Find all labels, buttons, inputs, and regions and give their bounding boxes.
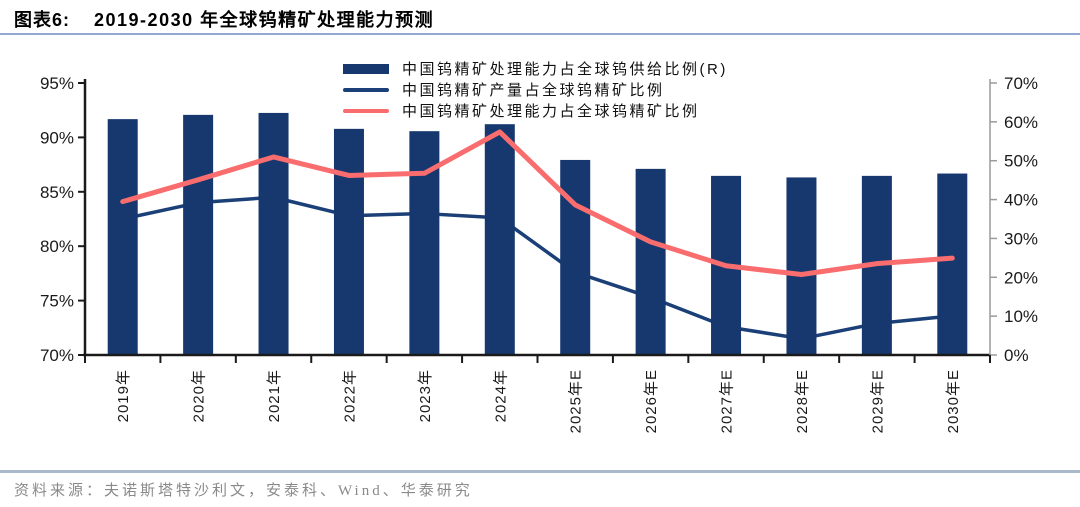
right-axis-tick-label: 40% <box>1004 191 1038 210</box>
right-axis-tick-label: 30% <box>1004 229 1038 248</box>
title-underline <box>0 33 1080 35</box>
bar <box>484 124 515 355</box>
right-axis-tick-label: 60% <box>1004 113 1038 132</box>
legend-item-bar: 中国钨精矿处理能力占全球钨供给比例(R) <box>343 58 728 79</box>
right-axis-tick-label: 20% <box>1004 268 1038 287</box>
right-axis-tick-label: 70% <box>1004 74 1038 93</box>
figure-header: 图表6: 2019-2030 年全球钨精矿处理能力预测 <box>14 6 434 32</box>
bar <box>635 168 666 355</box>
chart-canvas: 70% 75% 80% 85% 90% 95% 0% 10% 20% 30% 40% 50% 60% 70… <box>40 74 1038 433</box>
legend-navy-line-swatch <box>343 87 389 92</box>
right-axis-tick-label: 10% <box>1004 307 1038 326</box>
legend-bar-swatch <box>343 63 389 74</box>
legend-item-label: 中国钨精矿处理能力占全球钨供给比例(R) <box>402 61 728 78</box>
legend-pink-line-swatch <box>343 108 389 113</box>
bar <box>786 177 817 355</box>
x-axis-category-label: 2021年 <box>266 369 283 422</box>
x-axis-category-label: 2025年E <box>568 369 585 433</box>
legend-item-navy-line: 中国钨精矿产量占全球钨精矿比例 <box>343 79 728 100</box>
x-axis-category-label: 2028年E <box>794 369 811 433</box>
left-axis-tick-label: 70% <box>40 346 74 365</box>
right-axis-tick-label: 50% <box>1004 152 1038 171</box>
legend-item-pink-line: 中国钨精矿处理能力占全球钨精矿比例 <box>343 100 728 121</box>
bar <box>333 128 364 355</box>
x-axis-category-label: 2026年E <box>643 369 660 433</box>
bar <box>937 173 968 355</box>
legend-item-label: 中国钨精矿处理能力占全球钨精矿比例 <box>402 103 700 120</box>
bar <box>560 159 591 355</box>
x-axis-category-label: 2024年 <box>492 369 509 422</box>
series-line-pink <box>120 129 955 277</box>
left-axis-tick-label: 85% <box>40 183 74 202</box>
left-axis-tick-label: 90% <box>40 128 74 147</box>
bar <box>258 112 289 355</box>
left-axis-tick-label: 80% <box>40 237 74 256</box>
x-axis-category-label: 2027年E <box>719 369 736 433</box>
left-axis-tick-label: 75% <box>40 292 74 311</box>
page-title: 2019-2030 年全球钨精矿处理能力预测 <box>94 10 435 30</box>
source-text: 资料来源：夫诺斯塔特沙利文，安泰科、Wind、华泰研究 <box>14 483 473 499</box>
x-axis-category-label: 2030年E <box>945 369 962 433</box>
left-axis-tick-label: 95% <box>40 74 74 93</box>
x-axis-category-label: 2029年E <box>869 369 886 433</box>
series-line-navy <box>120 195 955 341</box>
bar <box>107 119 138 355</box>
x-axis-category-label: 2023年 <box>417 369 434 422</box>
bar <box>183 114 214 355</box>
x-axis-category-label: 2019年 <box>115 369 132 422</box>
legend-item-label: 中国钨精矿产量占全球钨精矿比例 <box>402 82 665 99</box>
footer-divider <box>0 470 1080 473</box>
chart-legend: 中国钨精矿处理能力占全球钨供给比例(R) 中国钨精矿产量占全球钨精矿比例 中国钨… <box>343 58 728 121</box>
figure-label: 图表6: <box>14 10 71 30</box>
right-axis-tick-label: 0% <box>1004 346 1029 365</box>
x-axis-category-label: 2020年 <box>191 369 208 422</box>
x-axis-category-label: 2022年 <box>341 369 358 422</box>
